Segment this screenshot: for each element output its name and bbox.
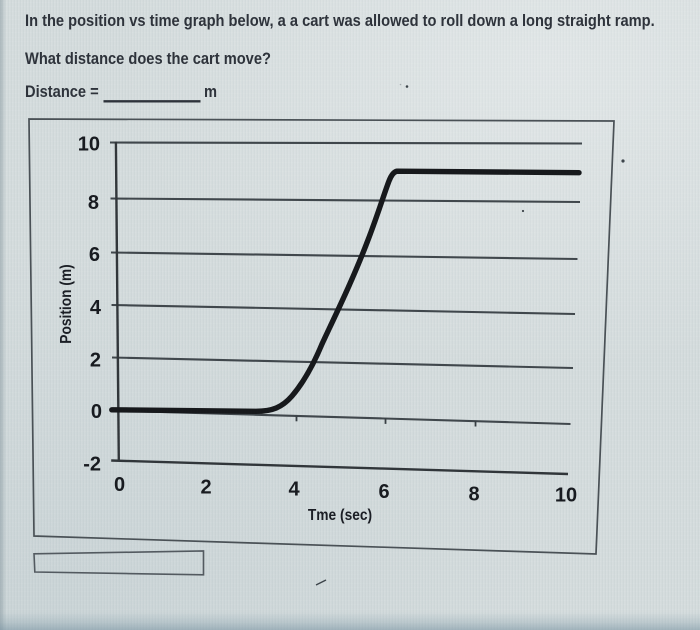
svg-text:6: 6 bbox=[378, 481, 389, 503]
svg-text:8: 8 bbox=[88, 192, 99, 214]
svg-text:6: 6 bbox=[89, 244, 100, 266]
svg-text:-2: -2 bbox=[83, 454, 101, 476]
svg-text:2: 2 bbox=[200, 477, 211, 499]
svg-text:2: 2 bbox=[90, 350, 101, 372]
svg-text:4: 4 bbox=[288, 479, 300, 501]
svg-text:Position (m): Position (m) bbox=[57, 264, 75, 343]
svg-text:Tme (sec): Tme (sec) bbox=[308, 506, 372, 524]
svg-text:4: 4 bbox=[90, 297, 102, 319]
svg-text:10: 10 bbox=[78, 134, 100, 156]
svg-text:0: 0 bbox=[114, 474, 125, 496]
svg-text:8: 8 bbox=[468, 484, 479, 506]
svg-text:10: 10 bbox=[555, 485, 577, 507]
svg-text:0: 0 bbox=[91, 401, 102, 423]
